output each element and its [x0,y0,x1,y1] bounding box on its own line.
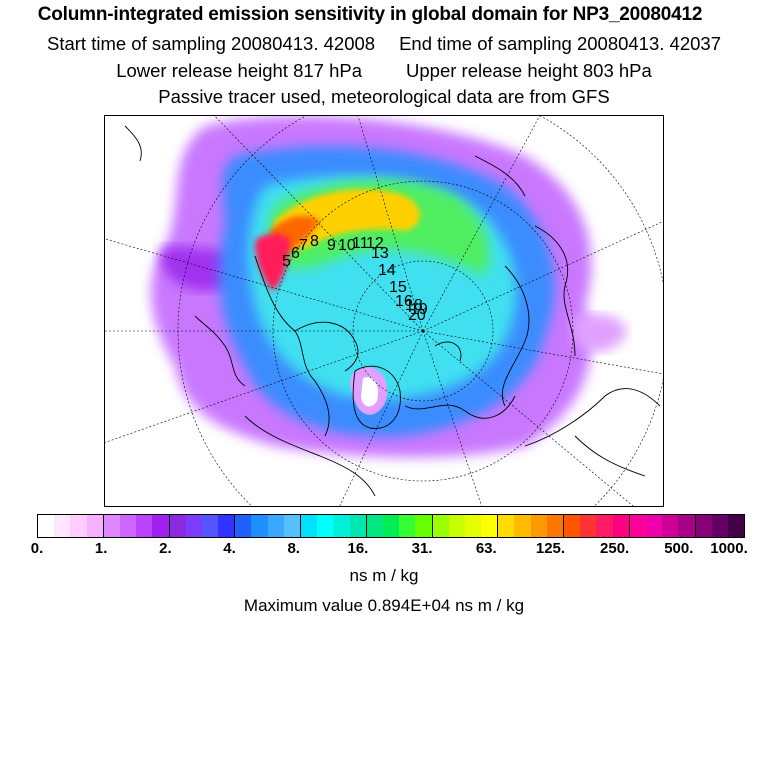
colorbar-segment [349,515,367,537]
colorbar-segment [382,515,400,537]
colorbar-unit: ns m / kg [349,566,419,585]
trajectory-labels: 5 6 7 8 9 10 11 12 13 14 15 16 18 19 20 [282,233,428,324]
trajectory-label: 12 [366,235,384,252]
colorbar-segment [86,515,104,537]
colorbar-segment [514,515,531,537]
colorbar-tick-label: 8. [287,540,300,557]
trajectory-label: 14 [378,262,396,279]
colorbar-segment [38,515,55,537]
colorbar-segment [629,515,646,537]
colorbar-segment [283,515,301,537]
colorbar-segment [530,515,547,537]
colorbar-segment [432,515,449,537]
trajectory-label: 15 [389,279,407,296]
colorbar [37,514,745,538]
colorbar-segment [317,515,334,537]
colorbar-segment [695,515,712,537]
colorbar-segment [136,515,153,537]
end-time-label: End time of sampling 20080413. 42037 [399,33,721,54]
trajectory-label: 18 [405,297,423,314]
colorbar-segment [251,515,268,537]
colorbar-segment [267,515,284,537]
colorbar-tick-label: 16. [347,540,369,557]
field-yellow [274,189,420,250]
colorbar-segment [448,515,465,537]
upper-height-label: Upper release height 803 hPa [406,60,652,81]
colorbar-tick-label: 500. [664,540,694,557]
trajectory-label: 9 [327,237,336,254]
sampling-times: Start time of sampling 20080413. 42008 En… [0,33,768,55]
colorbar-segment [596,515,613,537]
colorbar-segment [564,515,581,537]
lower-height-label: Lower release height 817 hPa [116,60,362,81]
trajectory-label: 20 [408,307,426,324]
colorbar-segment [481,515,499,537]
trajectory-label: 11 [352,235,369,252]
colorbar-tick-label: 4. [223,540,236,557]
colorbar-segment [235,515,252,537]
colorbar-segment [464,515,482,537]
colorbar-segment [399,515,416,537]
colorbar-segment [645,515,663,537]
start-time-label: Start time of sampling 20080413. 42008 [46,33,376,54]
colorbar-segment [662,515,679,537]
colorbar-segment [185,515,202,537]
colorbar-tick-label: 31. [411,540,433,557]
colorbar-tick-label: 1000. [710,540,748,557]
field-right-lobe [571,314,627,352]
colorbar-tick-label: 2. [159,540,172,557]
colorbar-tick-label: 0. [30,540,44,557]
colorbar-segment [119,515,137,537]
colorbar-segment [218,515,236,537]
trajectory-label: 10 [338,237,356,254]
graticule [105,116,663,506]
field-red [255,233,290,291]
map-canvas: 5 6 7 8 9 10 11 12 13 14 15 16 18 19 20 [105,116,663,506]
tracer-info: Passive tracer used, meteorological data… [158,86,610,107]
maximum-value: Maximum value 0.894E+04 ns m / kg [243,596,525,615]
trajectory-label: 5 [282,253,291,270]
colorbar-segment [546,515,564,537]
colorbar-tick-label: 63. [475,540,497,557]
colorbar-tick-label: 125. [535,540,566,557]
trajectory-label: 13 [371,245,389,262]
trajectory-label: 8 [310,233,319,250]
colorbar-segment [580,515,597,537]
sensitivity-map: 5 6 7 8 9 10 11 12 13 14 15 16 18 19 20 [104,115,664,507]
trajectory-label: 16 [395,293,413,310]
colorbar-segment [711,515,728,537]
colorbar-segment [103,515,120,537]
colorbar-tick-label: 250. [600,540,630,557]
colorbar-segment [498,515,515,537]
release-heights: Lower release height 817 hPa Upper releas… [0,60,768,82]
plot-title: Column-integrated emission sensitivity i… [37,4,703,25]
coastlines [124,125,661,497]
colorbar-segment [612,515,630,537]
trajectory-label: 6 [291,245,300,262]
trajectory-label: 19 [410,301,428,318]
sensitivity-field [151,116,627,458]
colorbar-segment [301,515,318,537]
colorbar-segment [333,515,350,537]
colorbar-segment [70,515,87,537]
trajectory-label: 7 [299,237,308,254]
colorbar-segment [727,515,745,537]
colorbar-segment [54,515,71,537]
colorbar-segment [366,515,383,537]
colorbar-segment [201,515,219,537]
colorbar-segment [152,515,170,537]
field-greenland-core [361,377,379,407]
colorbar-segment [415,515,433,537]
colorbar-segment [678,515,696,537]
colorbar-tick-label: 1. [94,540,108,557]
colorbar-segment [169,515,186,537]
